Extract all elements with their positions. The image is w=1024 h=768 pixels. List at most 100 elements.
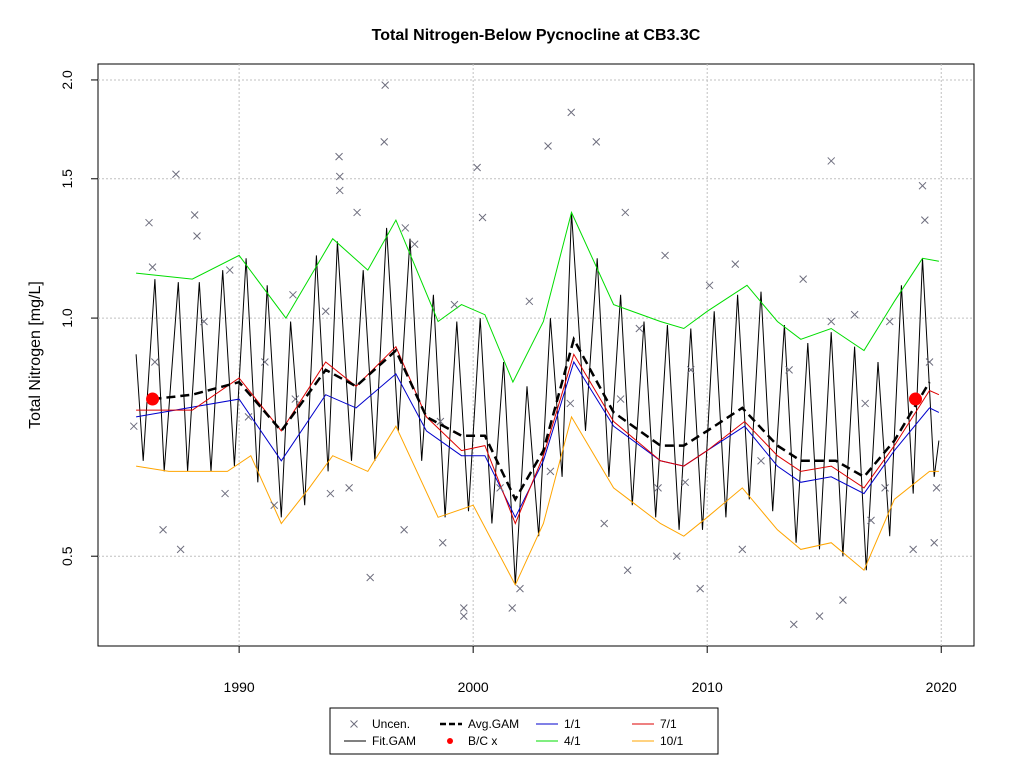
- data-point: [172, 170, 180, 179]
- data-point: [261, 358, 269, 366]
- x-tick-label: 2020: [926, 679, 957, 695]
- bc-point: [908, 392, 922, 406]
- legend-label: Avg.GAM: [468, 717, 519, 731]
- data-point: [839, 596, 847, 604]
- data-point: [686, 366, 695, 374]
- legend-label: 7/1: [660, 717, 677, 731]
- legend-item: Uncen.: [350, 717, 410, 731]
- bc-point: [146, 392, 160, 406]
- series-line: [136, 360, 940, 519]
- data-point: [366, 573, 375, 582]
- data-point: [672, 552, 681, 561]
- series-line: [136, 210, 939, 384]
- data-point: [731, 260, 740, 268]
- data-point: [918, 181, 927, 190]
- data-point: [621, 208, 630, 217]
- legend-label: Fit.GAM: [372, 734, 416, 748]
- data-point: [738, 545, 747, 554]
- data-point: [145, 218, 153, 227]
- data-point: [616, 395, 625, 403]
- legend-label: 10/1: [660, 734, 684, 748]
- data-point: [200, 317, 208, 326]
- data-point: [705, 281, 714, 290]
- x-tick-label: 1990: [224, 679, 255, 695]
- data-point: [159, 525, 167, 534]
- legend-item: Avg.GAM: [440, 717, 519, 731]
- data-point: [850, 310, 859, 319]
- data-point: [401, 224, 410, 232]
- data-point: [148, 263, 157, 271]
- data-point: [335, 172, 344, 181]
- data-point: [151, 358, 159, 366]
- data-point: [681, 478, 690, 487]
- data-point: [785, 366, 793, 374]
- chart-title: Total Nitrogen-Below Pycnocline at CB3.3…: [372, 27, 701, 44]
- data-point: [867, 516, 875, 525]
- legend-symbol: [350, 720, 358, 728]
- legend-item: B/C x: [447, 734, 497, 748]
- data-point: [757, 456, 765, 465]
- legend-item: 1/1: [536, 717, 581, 731]
- data-point: [436, 417, 445, 426]
- data-point: [661, 251, 669, 260]
- x-tick-label: 2010: [692, 679, 723, 695]
- series-line: [135, 212, 940, 585]
- legend-label: 1/1: [564, 717, 581, 731]
- legend-item: 10/1: [632, 734, 684, 748]
- data-point: [345, 484, 353, 492]
- data-point: [459, 604, 468, 612]
- data-point: [400, 525, 408, 534]
- legend-label: 4/1: [564, 734, 581, 748]
- data-point: [473, 163, 481, 172]
- data-point: [789, 620, 798, 629]
- data-point: [270, 501, 279, 510]
- data-point: [566, 399, 575, 408]
- data-point: [225, 266, 234, 274]
- data-point: [881, 484, 889, 492]
- data-point: [925, 358, 934, 366]
- data-point: [478, 213, 487, 222]
- data-point: [508, 604, 517, 612]
- data-point: [129, 422, 138, 431]
- legend-label: B/C x: [468, 734, 497, 748]
- y-axis-label: Total Nitrogen [mg/L]: [27, 281, 44, 429]
- y-tick-label: 0.5: [59, 546, 75, 566]
- data-point: [623, 566, 632, 575]
- data-point: [567, 108, 576, 117]
- data-point: [544, 142, 552, 150]
- data-point: [815, 612, 824, 620]
- legend-symbol: [447, 738, 453, 744]
- data-point: [635, 324, 644, 333]
- data-point: [438, 538, 447, 547]
- data-point: [696, 584, 705, 593]
- data-point: [932, 484, 941, 492]
- plot-frame: [97, 63, 975, 647]
- y-tick-label: 1.0: [59, 308, 75, 328]
- legend-box: [329, 707, 719, 755]
- data-point: [321, 307, 330, 316]
- data-point: [930, 538, 939, 547]
- data-point: [335, 152, 343, 161]
- data-point: [827, 157, 836, 165]
- data-point: [291, 395, 300, 403]
- data-point: [654, 484, 662, 492]
- data-point: [516, 584, 524, 593]
- data-point: [592, 138, 601, 146]
- data-point: [799, 275, 808, 283]
- x-tick-label: 2000: [458, 679, 489, 695]
- data-point: [335, 186, 344, 195]
- data-point: [244, 413, 253, 421]
- data-point: [410, 240, 419, 249]
- data-point: [176, 545, 185, 554]
- data-point: [861, 399, 870, 408]
- data-point: [380, 138, 389, 146]
- series-line: [136, 345, 940, 525]
- data-point: [221, 489, 229, 498]
- data-point: [546, 467, 555, 476]
- data-point: [920, 216, 929, 224]
- y-tick-label: 2.0: [59, 70, 75, 90]
- data-point: [193, 232, 201, 240]
- legend-item: 4/1: [536, 734, 581, 748]
- data-point: [827, 317, 836, 326]
